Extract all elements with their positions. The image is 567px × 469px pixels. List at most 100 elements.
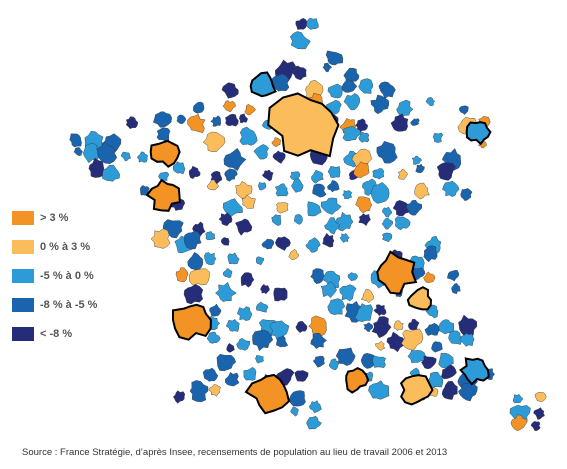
zone xyxy=(510,414,528,432)
zone xyxy=(73,147,83,156)
zone xyxy=(390,113,409,132)
zone xyxy=(292,65,307,81)
zone xyxy=(353,161,370,179)
zone xyxy=(249,71,277,98)
zone xyxy=(255,301,269,313)
zone xyxy=(156,127,171,142)
zone xyxy=(222,100,236,113)
zone xyxy=(88,157,105,178)
zone xyxy=(136,151,148,163)
zone xyxy=(224,371,240,387)
zone xyxy=(289,31,311,50)
zone xyxy=(373,304,387,317)
zone xyxy=(243,367,257,381)
zone xyxy=(272,150,286,164)
zone xyxy=(371,316,392,339)
zone xyxy=(305,237,321,253)
zone xyxy=(257,182,267,191)
zone xyxy=(394,216,411,231)
zone xyxy=(411,155,422,165)
zone xyxy=(209,303,222,317)
zones xyxy=(69,17,547,432)
zone xyxy=(312,183,327,198)
zone xyxy=(327,166,341,178)
legend: > 3 % 0 % à 3 % -5 % à 0 % -8 % à -5 % < -8 … xyxy=(12,211,98,341)
zone xyxy=(244,103,256,116)
zone xyxy=(205,231,216,241)
zone xyxy=(447,269,460,282)
zone xyxy=(393,320,404,332)
zone xyxy=(458,105,469,115)
zone xyxy=(335,211,354,232)
zone xyxy=(235,218,253,236)
zone xyxy=(325,50,344,66)
legend-swatch xyxy=(12,298,34,312)
zone xyxy=(424,235,442,255)
zone xyxy=(363,322,374,332)
zone xyxy=(236,338,250,351)
zone xyxy=(451,283,461,295)
zone xyxy=(339,284,357,302)
zone xyxy=(290,406,299,417)
zone xyxy=(375,340,386,351)
zone xyxy=(341,79,358,93)
zone xyxy=(458,314,478,337)
zone xyxy=(222,198,243,218)
zone xyxy=(358,131,370,143)
zone xyxy=(192,221,206,237)
zone xyxy=(261,169,274,182)
zone xyxy=(396,99,414,117)
zone xyxy=(172,303,212,341)
zone xyxy=(206,179,220,191)
zone xyxy=(441,364,457,380)
zone xyxy=(432,132,444,143)
zone xyxy=(320,197,342,215)
zone xyxy=(392,200,410,217)
zone xyxy=(355,118,368,133)
zone xyxy=(235,181,253,199)
zone xyxy=(175,267,189,283)
zone xyxy=(431,341,443,353)
zone xyxy=(386,331,405,353)
zone xyxy=(512,393,524,404)
zone xyxy=(322,232,335,248)
zone xyxy=(210,115,221,127)
zone xyxy=(358,78,374,94)
zone xyxy=(335,347,356,366)
zone xyxy=(153,111,173,128)
zone xyxy=(436,162,456,181)
zone xyxy=(227,252,240,265)
zone xyxy=(530,421,541,431)
zone xyxy=(459,333,475,347)
zone xyxy=(401,328,424,350)
zone xyxy=(410,118,420,126)
zone xyxy=(225,319,240,332)
zone xyxy=(267,92,340,158)
zone xyxy=(125,116,139,130)
zone xyxy=(295,321,308,334)
legend-swatch xyxy=(12,240,34,254)
zone xyxy=(102,164,120,182)
zone xyxy=(382,232,393,243)
zone xyxy=(261,238,275,250)
zone xyxy=(202,131,226,153)
zone xyxy=(342,190,353,200)
zone xyxy=(187,114,206,134)
zone xyxy=(406,286,433,311)
zone xyxy=(381,218,393,230)
zone xyxy=(534,391,547,402)
zone xyxy=(202,367,219,382)
zone xyxy=(276,202,289,214)
zone xyxy=(360,353,377,369)
zone xyxy=(355,196,373,214)
zone xyxy=(407,349,427,364)
zone xyxy=(408,319,420,331)
zone xyxy=(360,289,374,304)
zone xyxy=(306,415,322,430)
zone xyxy=(255,355,264,364)
zone xyxy=(271,214,282,226)
zone xyxy=(306,17,319,30)
zone xyxy=(425,97,436,107)
zone xyxy=(208,384,222,397)
